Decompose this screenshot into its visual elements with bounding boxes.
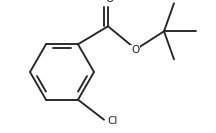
Text: O: O xyxy=(105,0,113,4)
Text: Cl: Cl xyxy=(107,116,117,126)
Text: O: O xyxy=(131,45,139,55)
